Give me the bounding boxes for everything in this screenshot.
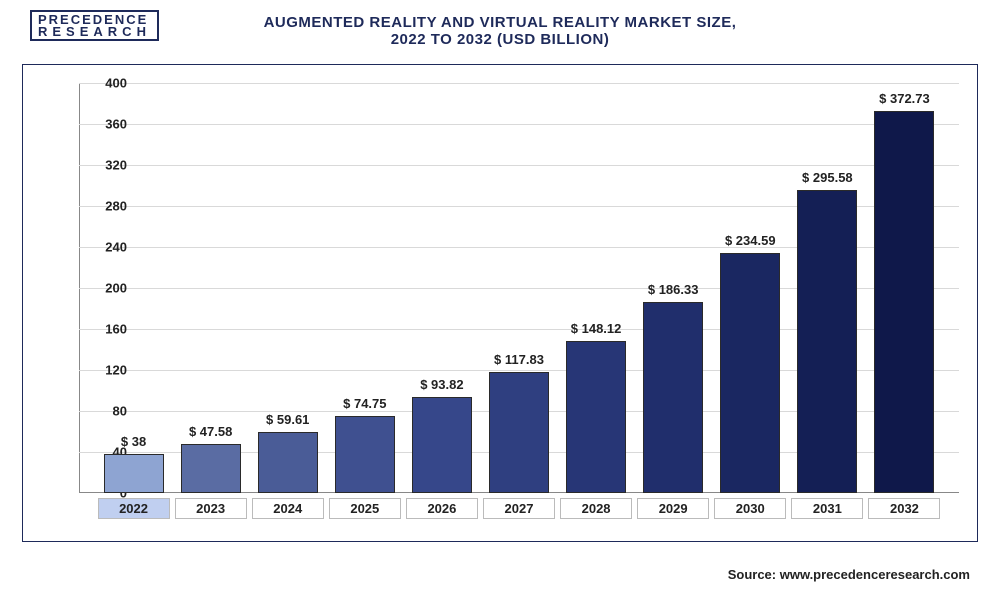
bar <box>181 444 241 493</box>
bar-group: $ 382022 <box>104 454 164 493</box>
bar-value-label: $ 372.73 <box>844 91 964 106</box>
bar-value-label: $ 74.75 <box>305 396 425 411</box>
gridline <box>79 83 959 84</box>
bar-group: $ 295.582031 <box>797 190 857 493</box>
logo: PRECEDENCE RESEARCH <box>30 10 159 41</box>
y-tick-label: 360 <box>87 117 127 132</box>
x-tick-label: 2032 <box>868 498 940 519</box>
source-caption: Source: www.precedenceresearch.com <box>728 567 970 582</box>
x-tick-label: 2030 <box>714 498 786 519</box>
bar-value-label: $ 59.61 <box>228 412 348 427</box>
bar-group: $ 186.332029 <box>643 302 703 493</box>
bar <box>643 302 703 493</box>
bar-value-label: $ 148.12 <box>536 321 656 336</box>
y-tick-label: 280 <box>87 199 127 214</box>
bar <box>104 454 164 493</box>
bar-group: $ 59.612024 <box>258 432 318 493</box>
x-tick-label: 2026 <box>406 498 478 519</box>
y-tick-label: 200 <box>87 281 127 296</box>
y-tick-label: 120 <box>87 363 127 378</box>
bar-group: $ 372.732032 <box>874 111 934 493</box>
logo-line-2: RESEARCH <box>38 26 151 38</box>
bar <box>489 372 549 493</box>
chart-frame: 04080120160200240280320360400$ 382022$ 4… <box>22 64 978 542</box>
bar <box>412 397 472 493</box>
x-tick-label: 2025 <box>329 498 401 519</box>
bar-value-label: $ 295.58 <box>767 170 887 185</box>
gridline <box>79 165 959 166</box>
gridline <box>79 124 959 125</box>
bar-value-label: $ 186.33 <box>613 282 733 297</box>
bar <box>797 190 857 493</box>
x-tick-label: 2031 <box>791 498 863 519</box>
bar-group: $ 234.592030 <box>720 253 780 493</box>
bar-group: $ 117.832027 <box>489 372 549 493</box>
bar <box>720 253 780 493</box>
y-tick-label: 320 <box>87 158 127 173</box>
x-tick-label: 2028 <box>560 498 632 519</box>
bar-group: $ 74.752025 <box>335 416 395 493</box>
bar <box>335 416 395 493</box>
bar <box>566 341 626 493</box>
plot-area: 04080120160200240280320360400$ 382022$ 4… <box>79 83 959 493</box>
bar-group: $ 148.122028 <box>566 341 626 493</box>
bar-value-label: $ 234.59 <box>690 233 810 248</box>
bar <box>874 111 934 493</box>
y-tick-label: 400 <box>87 76 127 91</box>
y-tick-label: 240 <box>87 240 127 255</box>
bar-value-label: $ 93.82 <box>382 377 502 392</box>
x-tick-label: 2022 <box>98 498 170 519</box>
x-tick-label: 2027 <box>483 498 555 519</box>
bar-group: $ 93.822026 <box>412 397 472 493</box>
bar-value-label: $ 117.83 <box>459 352 579 367</box>
y-tick-label: 160 <box>87 322 127 337</box>
x-tick-label: 2024 <box>252 498 324 519</box>
x-tick-label: 2029 <box>637 498 709 519</box>
x-tick-label: 2023 <box>175 498 247 519</box>
bar <box>258 432 318 493</box>
bar-group: $ 47.582023 <box>181 444 241 493</box>
y-tick-label: 80 <box>87 404 127 419</box>
